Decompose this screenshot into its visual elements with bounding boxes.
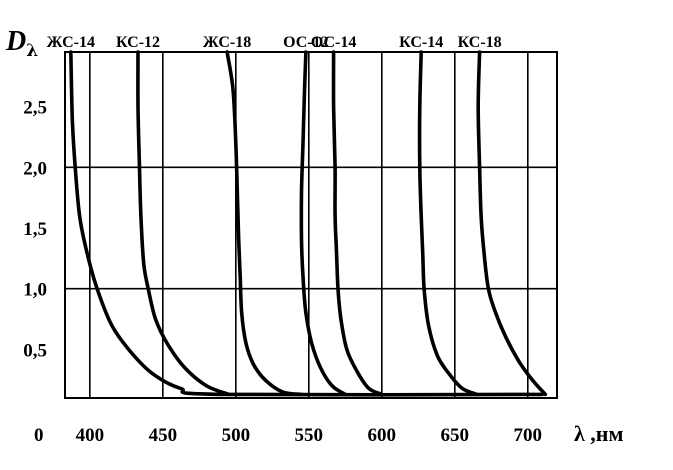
y-tick-label: 0,5 [23,340,47,361]
series-label: КС-12 [116,34,160,51]
x-tick-label: 550 [295,425,324,446]
y-axis-label-main: D [5,26,26,57]
x-tick-label: 600 [368,425,397,446]
y-axis-label-sub: λ [26,41,38,61]
series-line [69,50,545,397]
x-tick-label: 700 [514,425,543,446]
series-line [136,50,231,397]
y-tick-label: 1,0 [23,280,47,301]
curves [69,50,548,397]
y-tick-label: 1,5 [23,219,47,240]
x-tick-labels: 400 450 500 550 600 650 700 [76,425,542,446]
series-label: ЖС-18 [203,34,251,51]
x-tick-label: 400 [76,425,105,446]
series-label: ОС-14 [311,34,357,51]
series-label: ЖС-14 [47,34,95,51]
x-tick-label: 500 [222,425,251,446]
y-axis-label: Dλ [5,26,38,61]
series-line [417,50,479,397]
y-tick-label: 2,5 [23,98,47,119]
series-line [299,50,348,397]
series-line [476,50,548,397]
series-line [225,50,304,397]
x-tick-label: 450 [149,425,178,446]
y-tick-label: 2,0 [23,158,47,179]
x-axis-label: λ ,нм [574,421,623,446]
plot-frame [64,51,558,399]
series-label: КС-18 [458,34,502,51]
x-tick-label: 650 [441,425,470,446]
series-label: КС-14 [399,34,443,51]
series-label: ОС-12 [283,34,329,51]
y-tick-labels: 0,5 1,0 1,5 2,0 2,5 [23,98,47,362]
origin-label: 0 [34,425,44,446]
series-line [331,50,384,397]
